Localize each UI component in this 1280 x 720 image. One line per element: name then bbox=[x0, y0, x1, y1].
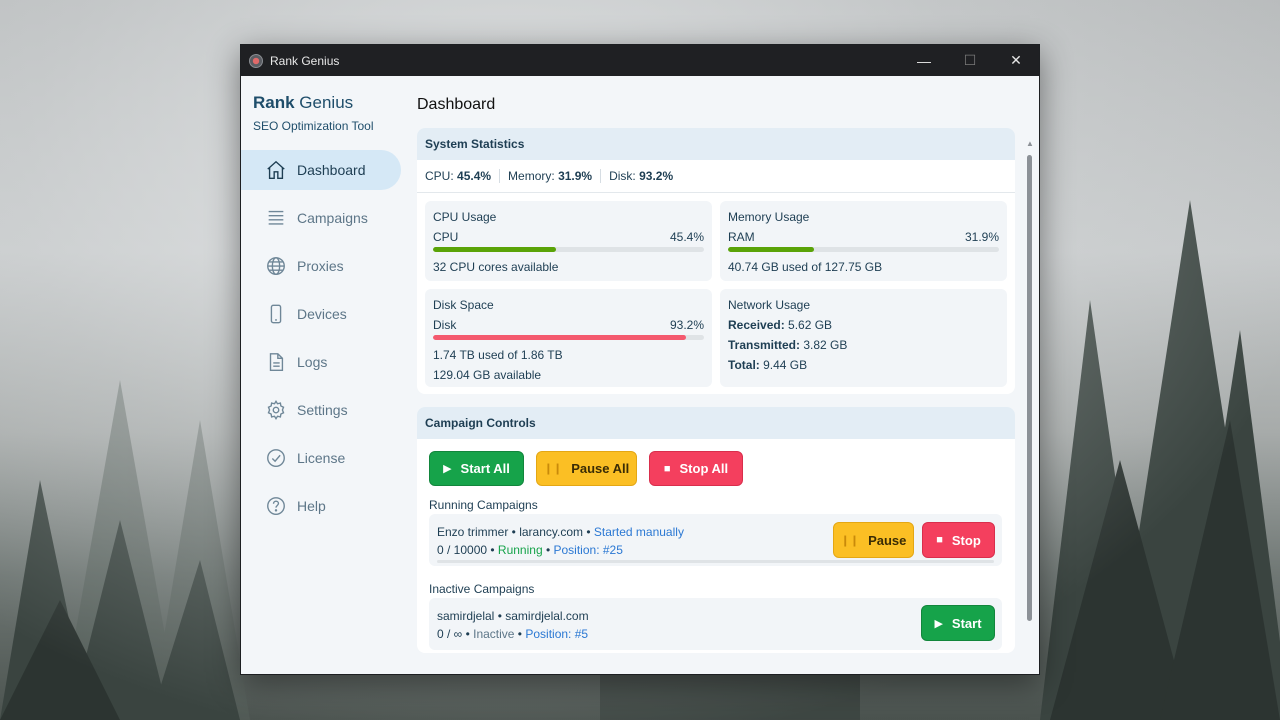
disk-space-tile: Disk Space Disk 93.2% 1.74 TB used of 1.8… bbox=[425, 289, 712, 387]
brand: Rank Genius SEO Optimization Tool bbox=[241, 76, 401, 133]
play-icon: ▶ bbox=[443, 463, 452, 475]
cpu-label: CPU bbox=[433, 230, 459, 244]
help-icon bbox=[267, 497, 285, 515]
phone-icon bbox=[270, 304, 282, 324]
ram-note: 40.74 GB used of 127.75 GB bbox=[728, 260, 883, 274]
stop-icon: ■ bbox=[936, 534, 943, 546]
network-transmitted: Transmitted: 3.82 GB bbox=[728, 338, 848, 352]
cpu-progress-bar bbox=[433, 247, 704, 252]
running-campaigns-label: Running Campaigns bbox=[429, 498, 538, 512]
tile-title: Disk Space bbox=[433, 298, 494, 312]
disk-value: 93.2% bbox=[669, 318, 704, 332]
pause-icon: ❙❙ bbox=[543, 463, 563, 475]
list-icon bbox=[268, 210, 284, 225]
start-campaign-button[interactable]: ▶ Start bbox=[921, 605, 995, 641]
tile-title: CPU Usage bbox=[433, 210, 497, 224]
disk-summary: Disk: 93.2% bbox=[609, 169, 674, 183]
sidebar-item-label: Dashboard bbox=[297, 162, 366, 178]
network-total: Total: 9.44 GB bbox=[728, 358, 808, 372]
sidebar-item-label: Settings bbox=[297, 402, 348, 418]
app-window: Rank Genius — ☐ ✕ Rank Genius SEO Optimi… bbox=[240, 44, 1040, 675]
title-bar[interactable]: Rank Genius — ☐ ✕ bbox=[241, 45, 1039, 76]
page-title: Dashboard bbox=[417, 96, 496, 113]
main-content: Dashboard System Statistics CPU: 45.4% M… bbox=[417, 76, 1039, 674]
campaign-title: samirdjelal • samirdjelal.com bbox=[437, 609, 589, 623]
card-header: System Statistics bbox=[417, 128, 1015, 160]
sidebar-item-logs[interactable]: Logs bbox=[241, 342, 401, 382]
scroll-up-arrow-icon[interactable]: ▲ bbox=[1026, 139, 1034, 148]
ram-label: RAM bbox=[728, 230, 755, 244]
sidebar-item-dashboard[interactable]: Dashboard bbox=[241, 150, 401, 190]
campaign-meta: 0 / 10000 • Running • Position: #25 bbox=[437, 543, 623, 557]
system-statistics-card: System Statistics CPU: 45.4% Memory: 31.… bbox=[417, 128, 1015, 394]
network-usage-tile: Network Usage Received: 5.62 GB Transmit… bbox=[720, 289, 1007, 387]
pause-all-button[interactable]: ❙❙ Pause All bbox=[536, 451, 637, 486]
sidebar: Rank Genius SEO Optimization Tool Dashbo… bbox=[241, 76, 401, 674]
running-campaign-item: Enzo trimmer • larancy.com • Started man… bbox=[429, 514, 1002, 566]
vertical-scrollbar[interactable]: ▲ ▼ bbox=[1026, 139, 1034, 674]
inactive-campaigns-label: Inactive Campaigns bbox=[429, 582, 535, 596]
close-button[interactable]: ✕ bbox=[1010, 52, 1022, 68]
ram-value: 31.9% bbox=[964, 230, 999, 244]
window-title: Rank Genius bbox=[270, 53, 340, 68]
disk-progress-fill bbox=[433, 335, 686, 340]
disk-used-note: 1.74 TB used of 1.86 TB bbox=[433, 348, 563, 362]
campaign-title: Enzo trimmer • larancy.com • Started man… bbox=[437, 525, 684, 539]
play-icon: ▶ bbox=[934, 617, 943, 630]
sidebar-item-settings[interactable]: Settings bbox=[241, 390, 401, 430]
disk-progress-bar bbox=[433, 335, 704, 340]
start-all-button[interactable]: ▶ Start All bbox=[429, 451, 524, 486]
sidebar-item-label: Proxies bbox=[297, 258, 344, 274]
globe-icon bbox=[267, 257, 285, 275]
ram-progress-bar bbox=[728, 247, 999, 252]
cpu-value: 45.4% bbox=[669, 230, 704, 244]
pause-campaign-button[interactable]: ❙❙ Pause bbox=[833, 522, 914, 558]
sidebar-item-campaigns[interactable]: Campaigns bbox=[241, 198, 401, 238]
tile-title: Memory Usage bbox=[728, 210, 810, 224]
card-header: Campaign Controls bbox=[417, 407, 1015, 439]
stop-all-button[interactable]: ■ Stop All bbox=[649, 451, 743, 486]
cpu-usage-tile: CPU Usage CPU 45.4% 32 CPU cores availabl… bbox=[425, 201, 712, 281]
check-circle-icon bbox=[267, 449, 285, 467]
campaign-meta: 0 / ∞ • Inactive • Position: #5 bbox=[437, 627, 589, 641]
gear-icon bbox=[267, 399, 285, 421]
stop-campaign-button[interactable]: ■ Stop bbox=[922, 522, 995, 558]
sidebar-item-label: Help bbox=[297, 498, 326, 514]
app-logo-icon bbox=[249, 53, 263, 68]
ram-progress-fill bbox=[728, 247, 815, 252]
sidebar-item-label: Campaigns bbox=[297, 210, 368, 226]
brand-name: Rank Genius bbox=[253, 93, 354, 112]
sidebar-item-devices[interactable]: Devices bbox=[241, 294, 401, 334]
minimize-button[interactable]: — bbox=[917, 52, 931, 69]
sidebar-item-label: License bbox=[297, 450, 346, 466]
inactive-campaign-item: samirdjelal • samirdjelal.com 0 / ∞ • In… bbox=[429, 598, 1002, 650]
cpu-note: 32 CPU cores available bbox=[433, 260, 559, 274]
sidebar-item-proxies[interactable]: Proxies bbox=[241, 246, 401, 286]
sidebar-item-label: Devices bbox=[297, 306, 347, 322]
campaign-progress-bar bbox=[437, 560, 994, 563]
sidebar-nav: Dashboard Campaigns Proxies Devices Logs… bbox=[241, 150, 401, 526]
document-icon bbox=[269, 353, 284, 371]
pause-icon: ❙❙ bbox=[840, 534, 860, 547]
brand-subtitle: SEO Optimization Tool bbox=[253, 119, 374, 133]
memory-summary: Memory: 31.9% bbox=[508, 169, 602, 183]
sidebar-item-label: Logs bbox=[297, 354, 328, 370]
disk-available-note: 129.04 GB available bbox=[433, 368, 542, 382]
disk-label: Disk bbox=[433, 318, 457, 332]
maximize-button[interactable]: ☐ bbox=[963, 52, 977, 68]
cpu-progress-fill bbox=[433, 247, 557, 252]
tile-title: Network Usage bbox=[728, 298, 811, 312]
home-icon bbox=[267, 160, 285, 179]
scrollbar-thumb[interactable] bbox=[1027, 155, 1032, 621]
stats-summary: CPU: 45.4% Memory: 31.9% Disk: 93.2% bbox=[417, 160, 1015, 193]
sidebar-item-license[interactable]: License bbox=[241, 438, 401, 478]
sidebar-item-help[interactable]: Help bbox=[241, 486, 401, 526]
cpu-summary: CPU: 45.4% bbox=[425, 169, 501, 183]
campaign-controls-card: Campaign Controls ▶ Start All ❙❙ Pause All… bbox=[417, 407, 1015, 653]
stop-icon: ■ bbox=[663, 462, 671, 475]
memory-usage-tile: Memory Usage RAM 31.9% 40.74 GB used of 1… bbox=[720, 201, 1007, 281]
network-received: Received: 5.62 GB bbox=[728, 318, 833, 332]
